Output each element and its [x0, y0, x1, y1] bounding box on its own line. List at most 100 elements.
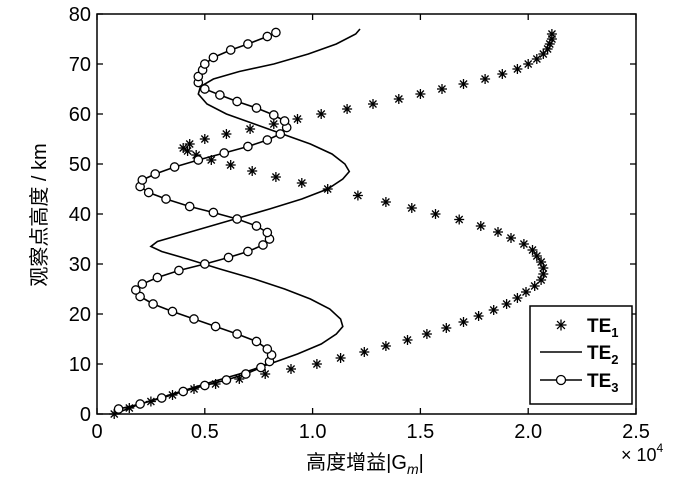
y-tick-label: 10 [69, 354, 91, 376]
data-point-te1 [368, 99, 378, 109]
asterisk-stroke [248, 167, 257, 175]
data-point-te1 [488, 305, 499, 315]
data-point-te1 [546, 29, 557, 39]
legend-marker-te3 [555, 374, 567, 386]
asterisk-stroke [226, 161, 235, 169]
data-point-te3 [243, 246, 253, 257]
data-point-te3 [251, 103, 262, 113]
y-tick-label: 50 [69, 154, 91, 176]
y-tick-label: 20 [69, 304, 91, 326]
y-axis-title: 观察点高度 / km [28, 143, 51, 286]
asterisk-stroke [293, 115, 302, 123]
data-point-te3 [258, 240, 268, 250]
legend-marker-te1 [555, 319, 567, 331]
asterisk-stroke [513, 65, 522, 73]
data-point-te3 [161, 194, 171, 204]
data-point-te1 [475, 221, 486, 231]
asterisk-stroke [222, 130, 231, 138]
data-point-te1 [393, 94, 404, 104]
data-point-te1 [359, 347, 370, 357]
data-point-te3 [137, 279, 148, 289]
legend-label-te2: TE2 [587, 343, 619, 367]
asterisk-stroke [297, 179, 306, 187]
asterisk-stroke [506, 234, 515, 242]
data-point-te1 [178, 143, 189, 153]
data-point-te1 [529, 281, 540, 291]
y-tick-label: 40 [69, 204, 91, 226]
data-point-te3 [130, 285, 141, 295]
data-point-te1 [506, 233, 516, 243]
legend-box [529, 305, 633, 405]
asterisk-stroke [513, 294, 522, 302]
data-point-te3 [174, 265, 184, 276]
data-point-te3 [193, 155, 204, 165]
asterisk-stroke [381, 342, 390, 350]
asterisk-stroke [317, 110, 326, 118]
y-tick-label: 60 [69, 104, 91, 126]
data-point-te3 [215, 90, 225, 100]
asterisk-stroke [179, 144, 188, 152]
asterisk-stroke [246, 125, 255, 133]
data-point-te1 [352, 190, 363, 201]
data-point-te1 [421, 329, 432, 339]
asterisk-stroke [431, 210, 440, 218]
asterisk-stroke [287, 365, 296, 373]
asterisk-stroke [360, 348, 369, 356]
data-point-te1 [493, 227, 503, 237]
data-point-te1 [518, 239, 529, 249]
data-point-te1 [292, 114, 303, 124]
data-point-te1 [497, 69, 508, 79]
data-point-te3 [262, 135, 273, 145]
data-point-te3 [240, 369, 251, 379]
data-point-te1 [538, 49, 549, 59]
asterisk-stroke [498, 70, 507, 78]
asterisk-stroke [403, 336, 412, 344]
asterisk-stroke [437, 85, 446, 93]
data-point-te1 [199, 134, 210, 144]
x-tick-label: 2.0 [514, 421, 542, 443]
data-point-te1 [268, 119, 279, 129]
data-point-te3 [243, 141, 253, 152]
data-point-te1 [311, 359, 322, 369]
data-point-te1 [406, 203, 417, 213]
data-point-te1 [437, 84, 447, 94]
asterisk-stroke [343, 105, 352, 113]
data-point-te1 [523, 59, 534, 69]
data-point-te1 [512, 293, 523, 303]
data-point-te3 [189, 314, 199, 324]
data-point-te1 [316, 109, 327, 119]
asterisk-stroke [494, 228, 503, 236]
asterisk-stroke [407, 204, 416, 212]
asterisk-stroke [528, 246, 537, 254]
data-point-te3 [208, 52, 219, 63]
asterisk-stroke [539, 264, 548, 272]
data-point-te3 [232, 96, 242, 107]
data-point-te3 [135, 399, 145, 409]
data-point-te3 [262, 344, 273, 354]
y-tick-label: 70 [69, 54, 91, 76]
data-point-te1 [531, 251, 542, 261]
data-point-te3 [178, 386, 189, 397]
data-point-te3 [232, 214, 242, 224]
data-point-te1 [245, 124, 256, 134]
data-point-te1 [527, 245, 538, 255]
data-point-te3 [135, 291, 145, 302]
asterisk-stroke [537, 258, 546, 266]
data-point-te3 [199, 380, 210, 391]
data-point-te3 [221, 375, 232, 385]
asterisk-stroke [271, 173, 280, 181]
data-point-te3 [199, 84, 210, 94]
asterisk-stroke [459, 318, 468, 326]
data-point-te1 [380, 197, 391, 207]
asterisk-stroke [524, 60, 533, 68]
data-point-te3 [219, 148, 230, 158]
data-point-te3 [271, 27, 281, 38]
asterisk-stroke [489, 306, 498, 314]
data-point-te1 [184, 139, 195, 149]
asterisk-stroke [532, 55, 541, 63]
data-point-te1 [454, 214, 465, 225]
asterisk-stroke [547, 30, 556, 38]
x-tick-label: 1.0 [299, 421, 327, 443]
x-tick-label: 0 [91, 421, 102, 443]
